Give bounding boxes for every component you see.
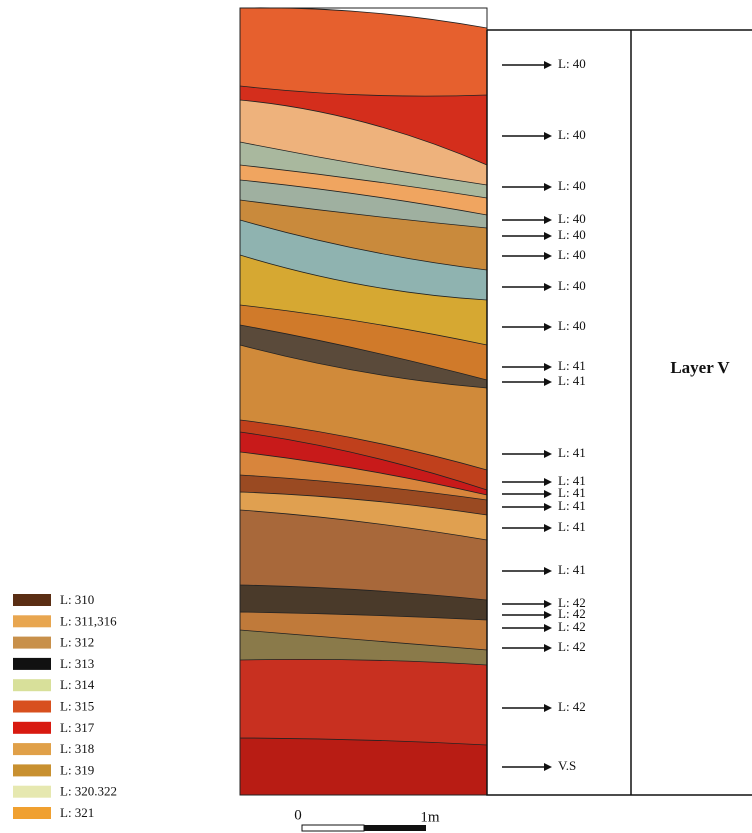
legend-label: L: 314 <box>60 677 95 692</box>
legend-label: L: 318 <box>60 741 94 756</box>
strata-column <box>240 8 487 795</box>
legend-label: L: 310 <box>60 592 94 607</box>
arrow-labels: L: 40L: 40L: 40L: 40L: 40L: 40L: 40L: 40… <box>502 56 586 773</box>
legend-label: L: 321 <box>60 805 94 820</box>
stratum-label: L: 40 <box>558 178 586 193</box>
legend-swatch <box>13 807 51 819</box>
stratum-label: L: 40 <box>558 227 586 242</box>
legend-swatch <box>13 594 51 606</box>
legend-label: L: 313 <box>60 656 94 671</box>
stratum-label: L: 41 <box>558 519 586 534</box>
arrow-head <box>544 61 552 69</box>
legend-swatch <box>13 764 51 776</box>
arrow-head <box>544 624 552 632</box>
stratum-label: L: 40 <box>558 247 586 262</box>
arrow-head <box>544 132 552 140</box>
legend-swatch <box>13 722 51 734</box>
arrow-head <box>544 611 552 619</box>
stratum-label: L: 41 <box>558 373 586 388</box>
legend-swatch <box>13 743 51 755</box>
stratum-label: L: 41 <box>558 445 586 460</box>
arrow-head <box>544 450 552 458</box>
stratum-label: L: 40 <box>558 278 586 293</box>
legend-label: L: 320.322 <box>60 784 117 799</box>
arrow-head <box>544 323 552 331</box>
legend-label: L: 317 <box>60 720 95 735</box>
stratum-label: L: 40 <box>558 318 586 333</box>
stratum-label: V.S <box>558 758 576 773</box>
arrow-head <box>544 503 552 511</box>
scale-white <box>302 825 364 831</box>
legend-label: L: 315 <box>60 698 94 713</box>
layer-panel <box>487 30 752 795</box>
stratum-label: L: 41 <box>558 358 586 373</box>
scale-black <box>364 825 426 831</box>
stratum-label: L: 40 <box>558 56 586 71</box>
stratum-label: L: 40 <box>558 211 586 226</box>
arrow-head <box>544 378 552 386</box>
stratum-label: L: 42 <box>558 619 586 634</box>
arrow-head <box>544 524 552 532</box>
legend-label: L: 312 <box>60 635 94 650</box>
arrow-head <box>544 363 552 371</box>
stratum-label: L: 40 <box>558 127 586 142</box>
stratum-label: L: 42 <box>558 639 586 654</box>
stratum-label: L: 41 <box>558 562 586 577</box>
scale-end: 1m <box>420 809 440 825</box>
legend-swatch <box>13 658 51 670</box>
arrow-head <box>544 232 552 240</box>
arrow-head <box>544 283 552 291</box>
layer-label: Layer V <box>670 358 730 377</box>
legend: L: 310 L: 311,316 L: 312 L: 313 L: 314 L: 315… <box>13 592 117 820</box>
arrow-head <box>544 183 552 191</box>
scale-start: 0 <box>294 807 302 823</box>
arrow-head <box>544 252 552 260</box>
arrow-head <box>544 600 552 608</box>
scale-bar: 0 1m <box>294 807 440 831</box>
arrow-head <box>544 763 552 771</box>
stratum <box>240 738 487 795</box>
arrow-head <box>544 490 552 498</box>
legend-label: L: 319 <box>60 762 94 777</box>
arrow-head <box>544 478 552 486</box>
legend-label: L: 311,316 <box>60 613 117 628</box>
legend-swatch <box>13 637 51 649</box>
arrow-head <box>544 644 552 652</box>
section-drawing: Layer V L: 40L: 40L: 40L: 40L: 40L: 40L:… <box>0 0 752 833</box>
legend-swatch <box>13 701 51 713</box>
stratum-label: L: 41 <box>558 498 586 513</box>
arrow-head <box>544 567 552 575</box>
legend-swatch <box>13 679 51 691</box>
legend-swatch <box>13 786 51 798</box>
legend-swatch <box>13 615 51 627</box>
arrow-head <box>544 704 552 712</box>
arrow-head <box>544 216 552 224</box>
stratum-label: L: 42 <box>558 699 586 714</box>
